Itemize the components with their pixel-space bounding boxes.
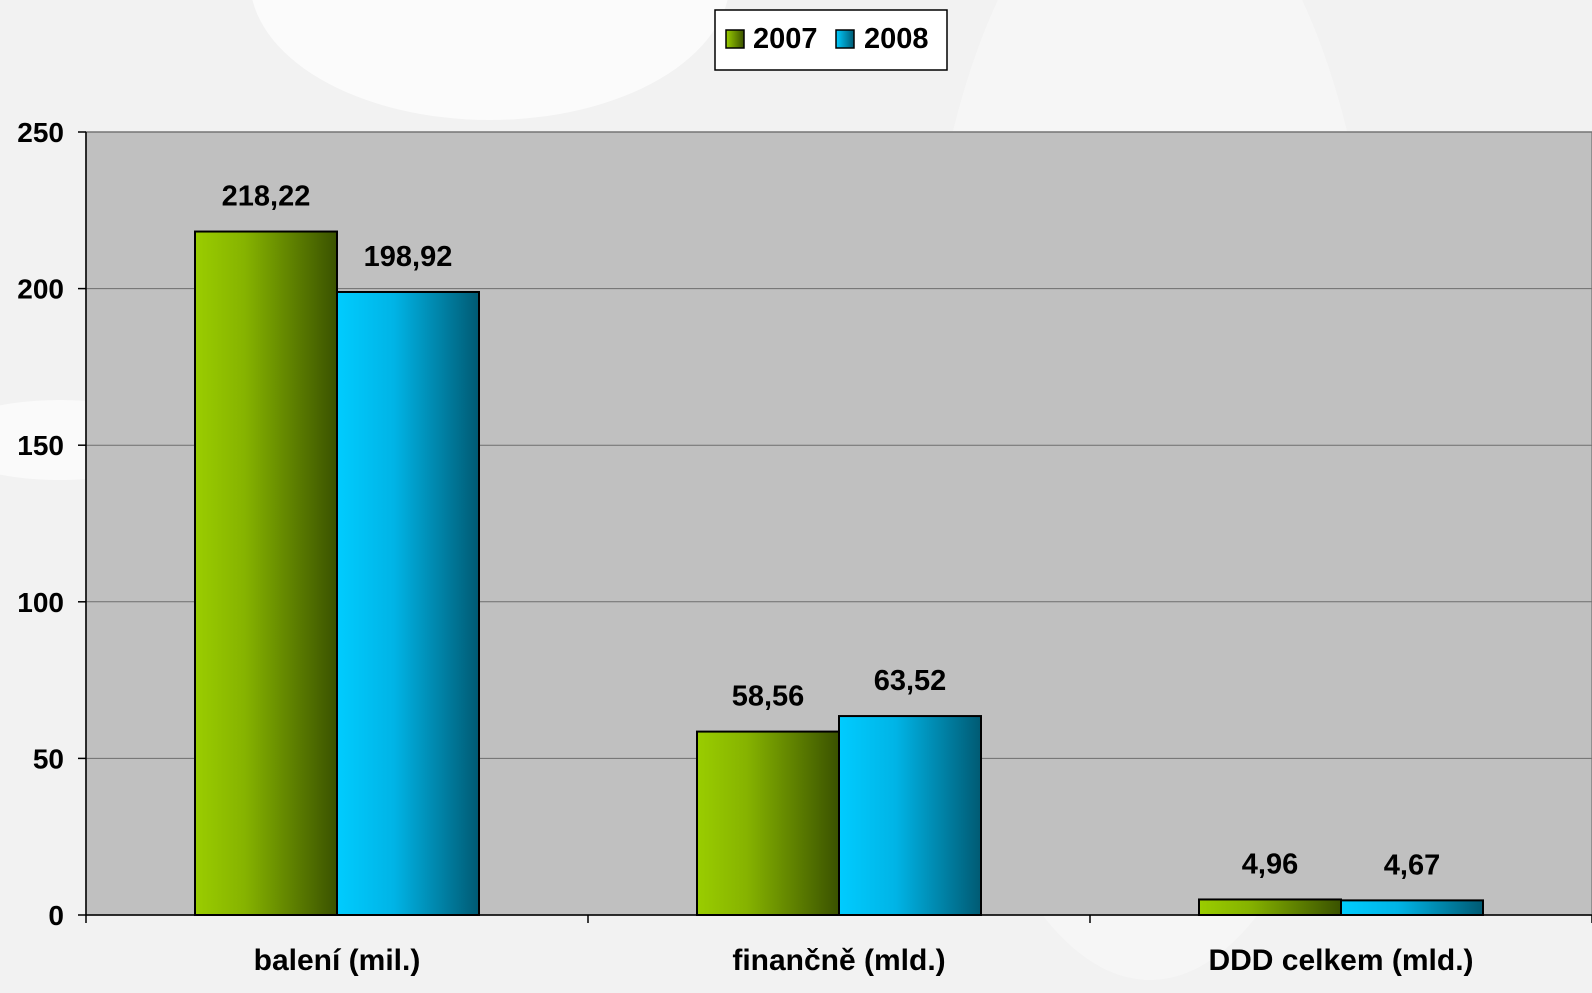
legend-label-2008: 2008	[864, 23, 929, 55]
data-label-2008-2: 4,67	[1384, 849, 1440, 881]
data-label-2007-1: 58,56	[732, 681, 805, 713]
data-label-2007-0: 218,22	[222, 181, 311, 213]
y-tick-label: 250	[17, 117, 64, 148]
bar-2008-1	[838, 715, 982, 916]
y-tick-label: 50	[33, 743, 64, 774]
legend-swatch-2008	[835, 29, 855, 49]
y-tick-label: 100	[17, 587, 64, 618]
bar-2007-0	[194, 230, 338, 916]
bars	[194, 230, 1484, 917]
y-axis: 0 50 100 150 200 250	[17, 117, 87, 931]
bar-2007-1	[696, 730, 840, 917]
legend-label-2007: 2007	[753, 23, 818, 55]
data-label-2007-2: 4,96	[1242, 848, 1298, 880]
x-category-label: finančně (mld.)	[732, 944, 945, 977]
bar-2008-0	[336, 290, 480, 917]
data-labels: 218,22 198,92 58,56 63,52 4,96 4,67	[222, 181, 1441, 882]
x-axis: balení (mil.) finančně (mld.) DDD celkem (…	[85, 914, 1592, 977]
bar-2007-2	[1198, 898, 1342, 916]
bar-2008-2	[1340, 899, 1484, 916]
legend-swatch-2007	[725, 29, 745, 49]
y-tick-label: 0	[48, 900, 64, 931]
y-tick-label: 150	[17, 430, 64, 461]
data-label-2008-1: 63,52	[874, 665, 947, 697]
y-tick-label: 200	[17, 274, 64, 305]
x-category-label: balení (mil.)	[254, 944, 421, 977]
data-label-2008-0: 198,92	[364, 241, 453, 273]
legend-box	[714, 9, 948, 71]
legend: 2007 2008	[714, 9, 948, 71]
x-category-label: DDD celkem (mld.)	[1208, 944, 1473, 977]
